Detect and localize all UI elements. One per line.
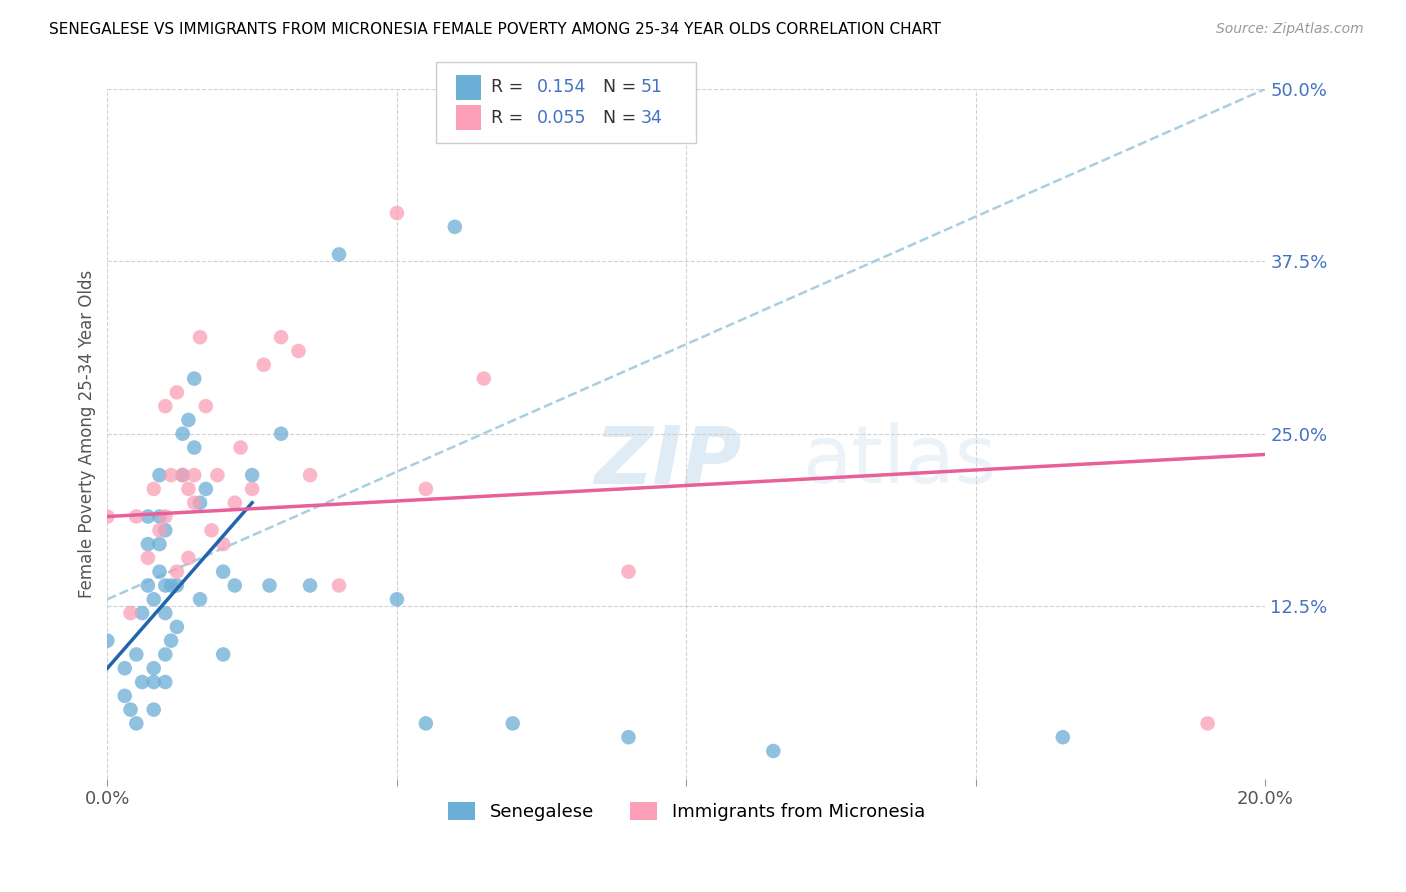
Point — [131, 675, 153, 690]
Point — [270, 330, 292, 344]
Point — [131, 606, 153, 620]
Point — [136, 578, 159, 592]
Point — [201, 524, 224, 538]
Point — [155, 648, 177, 662]
Point — [183, 441, 205, 455]
Point — [177, 482, 200, 496]
Point — [155, 675, 177, 690]
Point — [385, 206, 408, 220]
Text: 34: 34 — [641, 109, 664, 127]
Point — [240, 482, 263, 496]
Point — [188, 496, 211, 510]
Point — [125, 648, 148, 662]
Point — [96, 509, 118, 524]
Point — [194, 482, 217, 496]
Text: R =: R = — [491, 78, 529, 96]
Point — [166, 385, 188, 400]
Point — [762, 744, 785, 758]
Point — [142, 661, 165, 675]
Point — [120, 703, 142, 717]
Point — [166, 578, 188, 592]
Text: SENEGALESE VS IMMIGRANTS FROM MICRONESIA FEMALE POVERTY AMONG 25-34 YEAR OLDS CO: SENEGALESE VS IMMIGRANTS FROM MICRONESIA… — [49, 22, 941, 37]
Point — [224, 578, 246, 592]
Point — [155, 399, 177, 413]
Point — [194, 399, 217, 413]
Point — [183, 468, 205, 483]
Point — [270, 426, 292, 441]
Text: 0.154: 0.154 — [537, 78, 586, 96]
Point — [212, 648, 235, 662]
Point — [177, 413, 200, 427]
Point — [617, 565, 640, 579]
Point — [136, 537, 159, 551]
Point — [136, 509, 159, 524]
Point — [148, 468, 170, 483]
Text: N =: N = — [592, 109, 641, 127]
Point — [183, 496, 205, 510]
Point — [160, 578, 183, 592]
Point — [299, 578, 322, 592]
Text: 0.055: 0.055 — [537, 109, 586, 127]
Point — [172, 468, 194, 483]
Point — [155, 509, 177, 524]
Point — [229, 441, 252, 455]
Point — [328, 578, 350, 592]
Text: R =: R = — [491, 109, 529, 127]
Point — [207, 468, 229, 483]
Point — [177, 550, 200, 565]
Y-axis label: Female Poverty Among 25-34 Year Olds: Female Poverty Among 25-34 Year Olds — [79, 269, 96, 598]
Point — [1052, 730, 1074, 744]
Point — [259, 578, 281, 592]
Text: Source: ZipAtlas.com: Source: ZipAtlas.com — [1216, 22, 1364, 37]
Point — [125, 509, 148, 524]
Point — [142, 482, 165, 496]
Point — [148, 537, 170, 551]
Point — [472, 371, 495, 385]
Point — [240, 468, 263, 483]
Text: ZIP: ZIP — [593, 422, 741, 500]
Point — [142, 592, 165, 607]
Point — [172, 468, 194, 483]
Point — [385, 592, 408, 607]
Point — [1197, 716, 1219, 731]
Point — [155, 606, 177, 620]
Point — [443, 219, 465, 234]
Point — [142, 675, 165, 690]
Point — [160, 468, 183, 483]
Point — [224, 496, 246, 510]
Point — [502, 716, 524, 731]
Point — [136, 550, 159, 565]
Text: atlas: atlas — [803, 422, 997, 500]
Point — [148, 509, 170, 524]
Point — [172, 426, 194, 441]
Point — [212, 537, 235, 551]
Point — [148, 565, 170, 579]
Point — [188, 330, 211, 344]
Point — [299, 468, 322, 483]
Point — [188, 592, 211, 607]
Point — [212, 565, 235, 579]
Point — [415, 482, 437, 496]
Point — [617, 730, 640, 744]
Point — [155, 524, 177, 538]
Text: N =: N = — [592, 78, 641, 96]
Point — [96, 633, 118, 648]
Point — [114, 661, 136, 675]
Legend: Senegalese, Immigrants from Micronesia: Senegalese, Immigrants from Micronesia — [441, 795, 932, 828]
Point — [155, 578, 177, 592]
Point — [415, 716, 437, 731]
Point — [328, 247, 350, 261]
Point — [253, 358, 276, 372]
Point — [183, 371, 205, 385]
Text: 51: 51 — [641, 78, 664, 96]
Point — [125, 716, 148, 731]
Point — [142, 703, 165, 717]
Point — [114, 689, 136, 703]
Point — [287, 343, 309, 358]
Point — [166, 565, 188, 579]
Point — [148, 524, 170, 538]
Point — [166, 620, 188, 634]
Point — [160, 633, 183, 648]
Point — [120, 606, 142, 620]
